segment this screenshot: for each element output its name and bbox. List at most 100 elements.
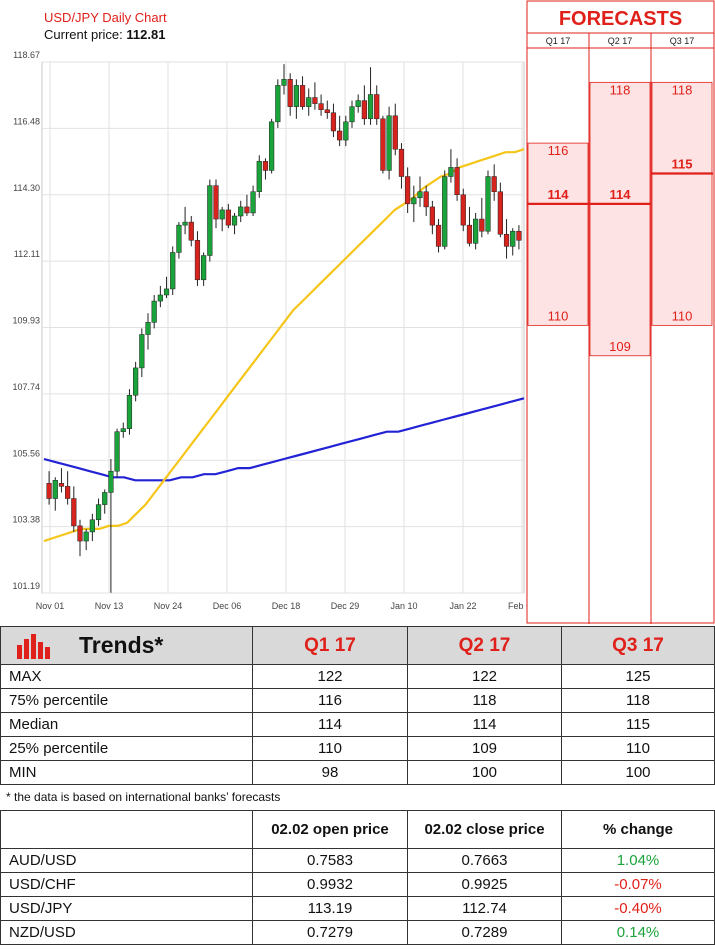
candle-body [374,94,380,120]
candle-body [244,206,250,214]
candle-body [454,167,460,196]
forecast-median-label: 114 [548,187,570,202]
price-chart: 118.67 116.48 114.30 112.11 109.93 107.74 105.… [12,0,715,624]
fx-pair: AUD/USD [0,848,253,873]
candle-body [145,322,151,335]
candle-body [120,428,126,432]
y-tick-label: 109.93 [12,316,40,326]
trends-title-cell: Trends* [0,626,253,665]
candle-body [367,94,374,120]
current-price-label: Current price: [44,27,127,42]
fx-row: USD/JPY 113.19 112.74 -0.40% [0,896,715,921]
fx-change: 1.04% [561,848,715,873]
forecast-col-header: Q2 17 [608,36,633,46]
x-tick-label: Jan 22 [449,601,476,611]
fx-change: -0.40% [561,896,715,921]
forecast-range-box [527,142,589,326]
trends-cell: 110 [561,736,715,761]
candle-body [225,209,231,226]
forecast-col-header: Q3 17 [670,36,695,46]
trends-col-q2: Q2 17 [407,626,562,665]
candle-body [299,85,306,107]
y-tick-label: 118.67 [13,50,40,60]
fx-row: NZD/USD 0.7279 0.7289 0.14% [0,920,715,945]
candle-body [77,525,83,542]
candle-body [361,100,367,120]
fx-close: 0.7289 [407,920,562,945]
candle-body [46,483,52,499]
candle-body [343,121,349,141]
candle-body [355,100,361,107]
candle-body [188,221,194,241]
y-tick-label: 112.11 [14,249,40,259]
candle-body [349,106,355,123]
candle-body [448,167,454,177]
candle-body [429,206,435,226]
fx-row: AUD/USD 0.7583 0.7663 1.04% [0,848,715,873]
candle-body [182,221,188,226]
current-price: Current price: 112.81 [44,27,165,42]
fx-col-pair [0,810,253,849]
candle-body [485,176,491,232]
x-tick-label: Dec 18 [272,601,301,611]
candle-body [170,252,176,290]
candle-body [256,161,262,192]
trends-table: Trends* Q1 17 Q2 17 Q3 17 MAX 122 122 125 75… [0,626,715,785]
candle-body [287,79,293,107]
trends-cell: 122 [252,664,408,689]
candle-body [423,191,429,208]
candle-body [133,367,139,396]
candle-body [176,224,182,253]
candle-body [151,300,157,323]
forecast-p25-label: 110 [548,308,569,323]
candle-body [473,218,479,244]
fx-pair: USD/JPY [0,896,253,921]
fx-pair: NZD/USD [0,920,253,945]
x-tick-label: Feb 02 [508,601,536,611]
trends-cell: 98 [252,760,408,785]
trends-cell: 115 [561,712,715,737]
candle-body [392,115,398,150]
trends-cell: 122 [407,664,562,689]
chart-title: USD/JPY Daily Chart [44,10,167,25]
ma-long-line [43,397,525,482]
candle-body [435,224,442,247]
trends-row: 75% percentile 116 118 118 [0,688,715,713]
forecast-p75-label: 116 [548,143,569,158]
trends-cell: 110 [252,736,408,761]
candle-body [83,531,89,542]
candle-body [163,288,170,296]
trends-cell: 116 [252,688,408,713]
x-tick-label: Nov 01 [36,601,65,611]
candle-body [306,97,312,107]
trends-row-label: MAX [0,664,253,689]
candle-body [479,218,485,232]
candle-body [386,115,392,171]
trends-col-q1: Q1 17 [252,626,408,665]
candle-body [337,130,343,141]
forecast-col-header: Q1 17 [546,36,571,46]
trends-cell: 100 [407,760,562,785]
forecast-p25-label: 110 [672,308,693,323]
candle-body [108,470,114,493]
trends-row-label: Median [0,712,253,737]
x-tick-label: Nov 24 [154,601,183,611]
trends-cell: 114 [252,712,408,737]
trends-col-q3: Q3 17 [561,626,715,665]
trends-row-label: 75% percentile [0,688,253,713]
fx-col-close: 02.02 close price [407,810,562,849]
candle-body [442,176,448,247]
forecast-p75-label: 118 [672,82,693,97]
candle-body [95,504,102,521]
fx-open: 0.7583 [252,848,408,873]
candle-body [491,176,497,192]
candle-body [510,230,516,247]
candle-body [503,233,510,247]
candle-body [126,394,133,429]
x-tick-label: Nov 13 [95,601,124,611]
candle-body [281,79,287,86]
fx-close: 0.9925 [407,872,562,897]
candle-body [52,480,58,499]
y-tick-label: 114.30 [13,183,40,193]
candle-body [318,103,324,110]
